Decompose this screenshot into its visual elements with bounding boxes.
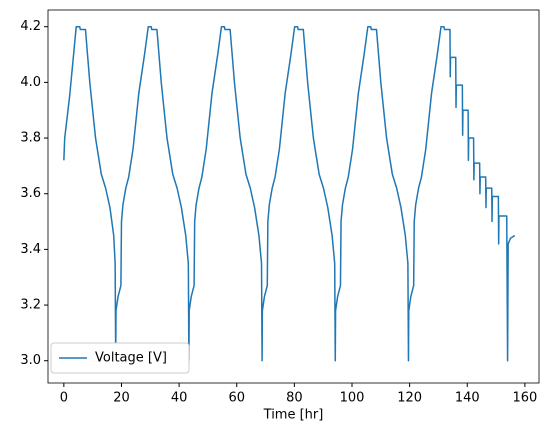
y-tick-label: 4.2 (20, 19, 41, 34)
x-tick-label: 140 (455, 391, 480, 406)
plot-frame (47, 9, 540, 384)
legend-box (50, 342, 190, 374)
x-tick-label: 80 (286, 391, 303, 406)
y-tick-label: 3.0 (20, 353, 41, 368)
x-tick-label: 20 (113, 391, 130, 406)
y-tick-label: 4.0 (20, 75, 41, 90)
legend-label: Voltage [V] (95, 351, 167, 366)
y-tick-label: 3.4 (20, 242, 41, 257)
x-axis-label: Time [hr] (263, 408, 324, 423)
y-tick-label: 3.8 (20, 131, 41, 146)
x-tick-label: 120 (397, 391, 422, 406)
y-tick-label: 3.2 (20, 298, 41, 313)
x-tick-label: 100 (340, 391, 365, 406)
x-tick-label: 160 (512, 391, 537, 406)
x-tick-label: 60 (228, 391, 245, 406)
y-tick-label: 3.6 (20, 186, 41, 201)
x-tick-label: 40 (171, 391, 188, 406)
line-series (63, 25, 516, 362)
x-tick-label: 0 (60, 391, 68, 406)
